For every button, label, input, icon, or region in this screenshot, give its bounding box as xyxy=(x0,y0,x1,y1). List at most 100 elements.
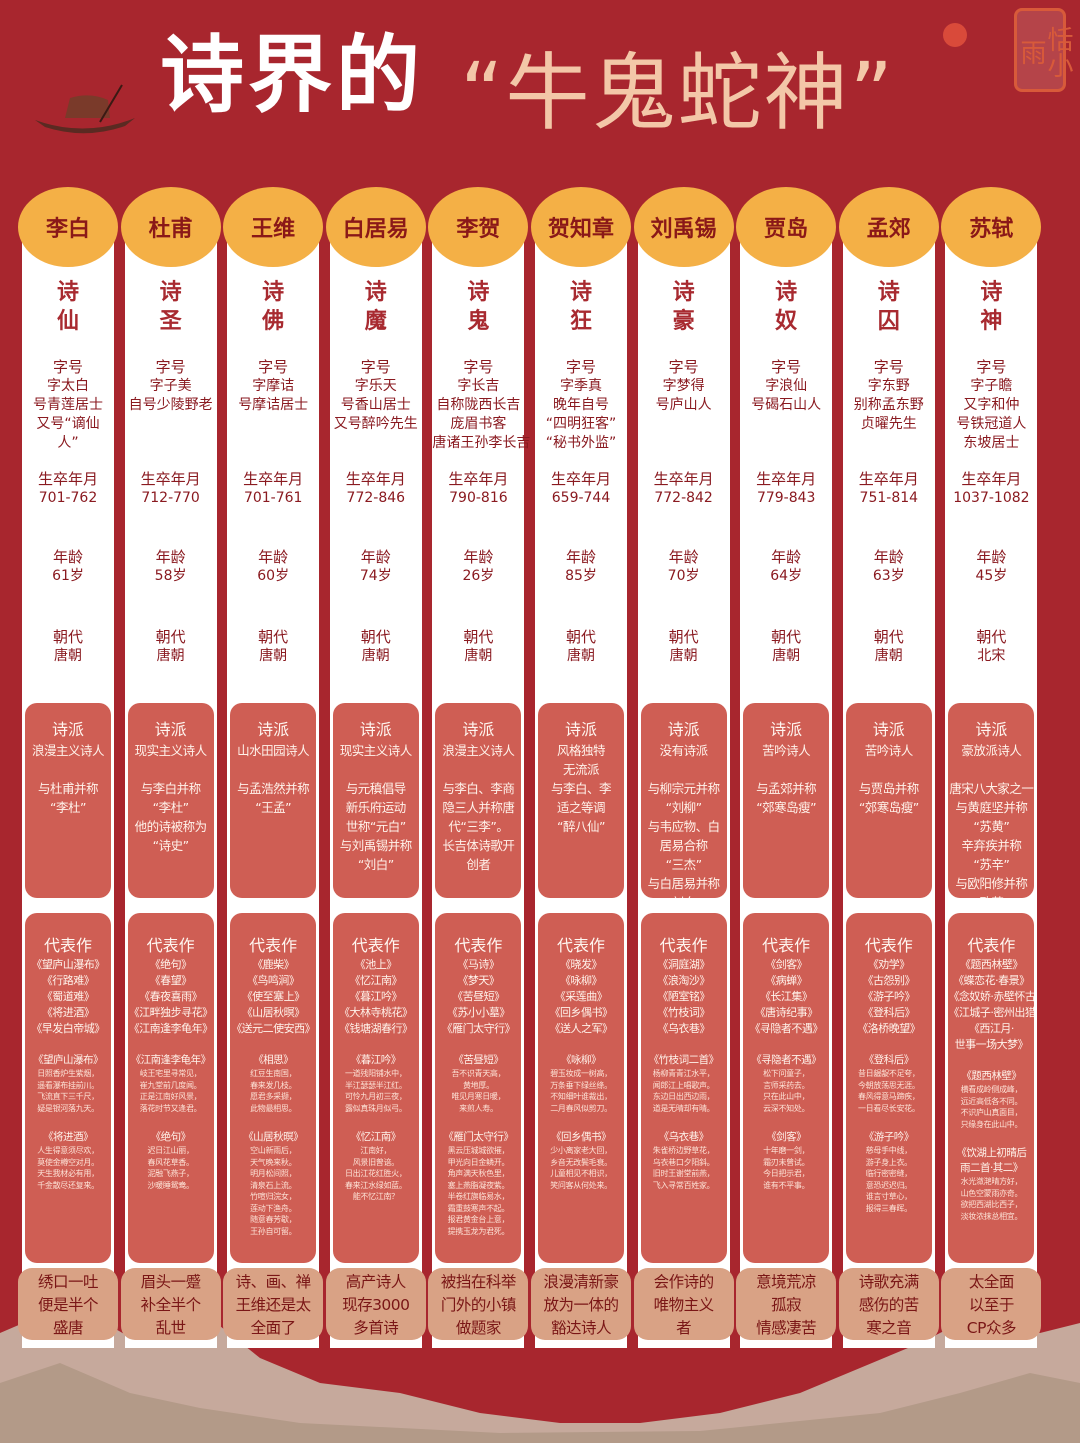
zihao-line: 字乐天 xyxy=(354,378,397,394)
summary-badge: 诗、画、禅 王维还是太 全面了 xyxy=(223,1268,324,1340)
excerpt-title: 《山居秋暝》 xyxy=(243,1131,304,1143)
summary-line: 全面了 xyxy=(250,1319,297,1337)
excerpt-line: 红豆生南国， xyxy=(250,1069,297,1078)
summary-line: 浪漫清新豪 xyxy=(543,1273,619,1291)
life-label: 生卒年月 xyxy=(550,470,611,488)
dynasty-value: 唐朝 xyxy=(874,648,903,664)
summary-line: 现存3000 xyxy=(342,1296,410,1314)
dynasty-value: 唐朝 xyxy=(361,648,390,664)
excerpt-line: 莲动下渔舟。 xyxy=(250,1203,297,1213)
summary-line: 补全半个 xyxy=(140,1296,202,1314)
school-line xyxy=(846,760,932,779)
zihao-line: 自号少陵野老 xyxy=(128,397,213,413)
excerpt-line: 昔日龌龊不足夸， xyxy=(857,1069,920,1078)
school-line: 与李白、李商 xyxy=(442,781,515,796)
work-title: 《长江集》 xyxy=(759,990,813,1003)
life-value: 772-842 xyxy=(654,490,713,506)
zihao-block: 字号 字季真 晚年自号 “四明狂客” “秘书外监” xyxy=(535,358,627,453)
school-line: “三杰” xyxy=(665,857,702,872)
school-line: 与白居易并称 xyxy=(647,876,721,891)
excerpt-line: 空山新雨后， xyxy=(250,1146,297,1155)
poet-title: 诗佛 xyxy=(227,278,319,336)
life-block: 生卒年月 751-814 xyxy=(843,470,935,508)
work-title: 《陋室铭》 xyxy=(657,990,710,1003)
school-line: 与孟浩然并称 xyxy=(237,781,310,796)
excerpt-line: 岐王宅里寻常见， xyxy=(139,1069,202,1078)
age-value: 85岁 xyxy=(565,568,597,584)
school-line: 唐宋八大家之一 xyxy=(949,781,1034,796)
works-box: 代表作《题西林壁》《蝶恋花·春景》《念奴娇·赤壁怀古》《江城子·密州出猎》《西江… xyxy=(948,913,1035,1263)
dynasty-block: 朝代 唐朝 xyxy=(740,628,832,666)
dynasty-label: 朝代 xyxy=(976,628,1007,646)
age-label: 年龄 xyxy=(771,548,802,566)
zihao-block: 字号 字乐天 号香山居士 又号醉吟先生 xyxy=(330,358,422,434)
work-title: 《游子吟》 xyxy=(862,990,916,1003)
excerpt-line: 二月春风似剪刀。 xyxy=(550,1103,612,1113)
dynasty-value: 北宋 xyxy=(977,648,1006,664)
summary-badge: 太全面 以至于 CP众多 xyxy=(941,1268,1042,1340)
summary-badge: 会作诗的 唯物主义者 xyxy=(633,1268,734,1340)
excerpt-title: 《登科后》 xyxy=(863,1054,915,1066)
excerpt-line: 天气晚来秋。 xyxy=(250,1157,297,1167)
excerpt-line: 提携玉龙为君死。 xyxy=(447,1226,510,1236)
work-title: 《暮江吟》 xyxy=(349,990,403,1003)
dynasty-block: 朝代 北宋 xyxy=(945,628,1037,666)
zihao-label: 字号 xyxy=(873,358,904,376)
dynasty-label: 朝代 xyxy=(771,628,802,646)
excerpt-line: 只在此山中， xyxy=(763,1092,810,1101)
work-title: 《古怨别》 xyxy=(862,974,916,987)
excerpt-line: 旧时王谢堂前燕， xyxy=(652,1169,715,1178)
excerpt-line: 半江瑟瑟半江红。 xyxy=(344,1080,407,1090)
summary-line: 会作诗的 xyxy=(653,1273,715,1291)
zihao-line: 东坡居士 xyxy=(963,435,1020,451)
excerpt-line: 角声满天秋色里， xyxy=(447,1169,510,1178)
work-title: 《春夜喜雨》 xyxy=(139,990,203,1003)
school-box: 诗派 苦吟诗人 与贾岛并称 “郊寒岛瘦” xyxy=(845,703,932,898)
excerpt-line: 甲光向日金鳞开。 xyxy=(447,1157,510,1167)
school-box: 诗派 现实主义诗人 与元稹倡导 新乐府运动 世称“元白” 与刘禹锡并称 “刘白” xyxy=(332,703,419,898)
life-label: 生卒年月 xyxy=(243,470,304,488)
excerpt-line: 吾不识青天高， xyxy=(451,1069,506,1078)
work-title: 《题西林壁》 xyxy=(959,958,1024,971)
work-title: 《浪淘沙》 xyxy=(657,974,710,987)
summary-line: 高产诗人 xyxy=(345,1273,407,1291)
excerpt-line: 能不忆江南？ xyxy=(352,1192,400,1201)
work-title: 《忆江南》 xyxy=(349,974,403,987)
excerpt-line: 谁言寸草心， xyxy=(865,1192,913,1201)
life-value: 701-761 xyxy=(243,490,303,506)
works-label: 代表作 xyxy=(659,936,708,955)
school-line: 隐三人并称唐 xyxy=(442,800,515,815)
work-title: 《晓发》 xyxy=(560,958,603,971)
summary-line: 做题家 xyxy=(455,1319,502,1337)
poet-name: 王维 xyxy=(223,187,324,267)
poet-title: 诗仙 xyxy=(22,278,114,336)
school-line: “苏黄” xyxy=(973,819,1010,834)
work-title: 《梦天》 xyxy=(457,974,500,987)
school-line xyxy=(230,760,316,779)
title-char: 神 xyxy=(980,309,1003,334)
excerpt-line: 临行密密缝， xyxy=(865,1169,913,1178)
dynasty-block: 朝代 唐朝 xyxy=(638,628,730,666)
life-label: 生卒年月 xyxy=(653,470,714,488)
excerpt-line: 日出江花红胜火， xyxy=(344,1169,407,1178)
excerpt-title: 《乌衣巷》 xyxy=(658,1131,710,1143)
life-value: 772-846 xyxy=(346,490,406,506)
excerpt-line: 今朝放荡思无涯。 xyxy=(857,1080,920,1090)
zihao-label: 字号 xyxy=(976,358,1007,376)
school-line: 他的诗被称为 xyxy=(134,819,208,834)
school-line: “刘白” xyxy=(641,893,727,898)
school-line: 豪放派诗人 xyxy=(961,743,1022,758)
title-char: 诗 xyxy=(980,280,1003,305)
works-box: 代表作 《望庐山瀑布》 《行路难》 《蜀道难》 《将进酒》 《早发白帝城》 《望庐山瀑布》日… xyxy=(25,913,111,1263)
age-block: 年龄 85岁 xyxy=(535,548,627,586)
excerpt-line: 竹喧归浣女， xyxy=(250,1192,297,1201)
excerpt-line: 道是无晴却有晴。 xyxy=(652,1103,715,1113)
summary-badge: 眉头一蹙 补全半个 乱世 xyxy=(120,1268,221,1340)
life-label: 生卒年月 xyxy=(345,470,406,488)
school-line: “郊寒岛瘦” xyxy=(858,800,919,815)
zihao-line: 晚年自号 xyxy=(553,397,609,413)
work-title: 《乌衣巷》 xyxy=(657,1022,710,1035)
work-title: 《钱塘湖春行》 xyxy=(339,1022,413,1035)
poet-column: 杜甫诗圣字号 字子美 自号少陵野老 生卒年月 712-770 年龄 58岁 朝代 唐朝 诗派 现实主… xyxy=(120,187,221,1348)
life-value: 712-770 xyxy=(141,490,200,506)
